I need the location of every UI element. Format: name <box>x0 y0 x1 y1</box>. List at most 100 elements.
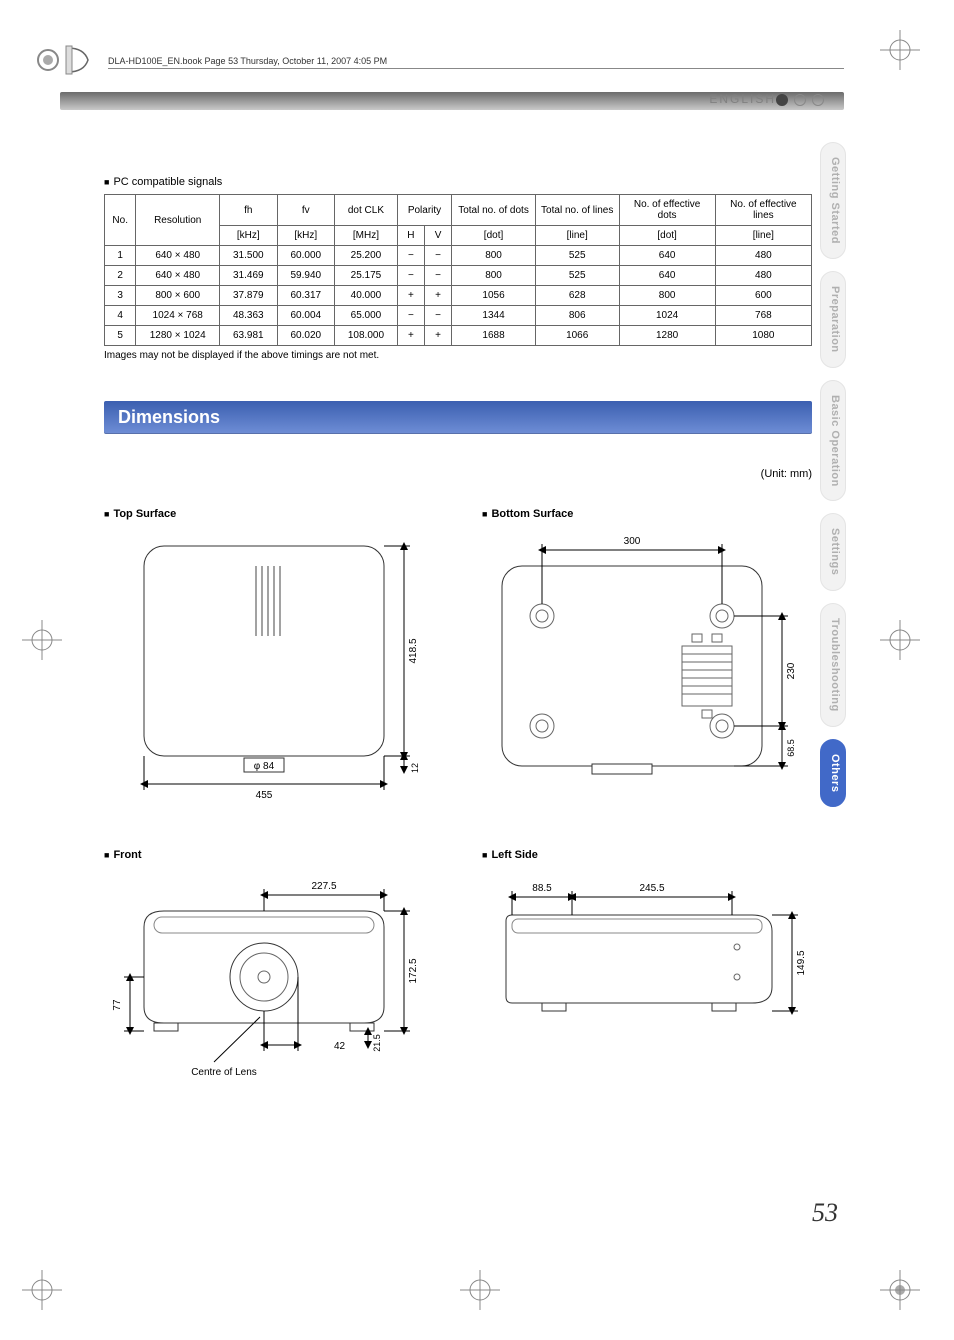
col-fv: fv <box>277 195 335 226</box>
table-row: 2640 × 48031.46959.94025.175−−8005256404… <box>105 266 812 286</box>
col-total-dots-unit: [dot] <box>452 226 536 246</box>
page-number: 53 <box>812 1198 838 1228</box>
col-eff-dots: No. of effective dots <box>619 195 715 226</box>
table-cell: 1688 <box>452 326 536 346</box>
table-cell: 640 <box>619 246 715 266</box>
table-cell: 800 <box>452 246 536 266</box>
svg-text:21.5: 21.5 <box>372 1034 382 1052</box>
table-row: 41024 × 76848.36360.00465.000−−134480610… <box>105 306 812 326</box>
crosshair-icon <box>22 620 62 660</box>
tab-troubleshooting[interactable]: Troubleshooting <box>820 603 846 727</box>
col-resolution: Resolution <box>136 195 220 246</box>
table-cell: 1344 <box>452 306 536 326</box>
table-cell: 60.004 <box>277 306 335 326</box>
col-total-lines-unit: [line] <box>535 226 619 246</box>
bottom-surface-block: Bottom Surface <box>482 508 812 809</box>
table-cell: 108.000 <box>335 326 398 346</box>
side-tabs: Getting Started Preparation Basic Operat… <box>820 142 846 807</box>
crosshair-icon <box>880 1270 920 1310</box>
tab-others[interactable]: Others <box>820 739 846 807</box>
table-cell: + <box>397 326 424 346</box>
front-block: Front 227.5 <box>104 849 434 1090</box>
table-cell: 5 <box>105 326 136 346</box>
table-cell: 640 × 480 <box>136 246 220 266</box>
table-cell: 63.981 <box>220 326 278 346</box>
table-cell: − <box>425 246 452 266</box>
table-cell: 640 × 480 <box>136 266 220 286</box>
table-cell: 1280 <box>619 326 715 346</box>
signals-table: No. Resolution fh fv dot CLK Polarity To… <box>104 194 812 346</box>
bottom-surface-label: Bottom Surface <box>482 508 812 520</box>
front-diagram: 227.5 172.5 77 42 <box>104 867 434 1087</box>
header-rule <box>108 68 844 69</box>
svg-text:418.5: 418.5 <box>408 638 419 663</box>
col-eff-lines: No. of effective lines <box>715 195 811 226</box>
table-cell: 480 <box>715 266 811 286</box>
table-cell: 768 <box>715 306 811 326</box>
col-fv-unit: [kHz] <box>277 226 335 246</box>
table-cell: 59.940 <box>277 266 335 286</box>
svg-text:227.5: 227.5 <box>311 881 336 892</box>
table-cell: 800 × 600 <box>136 286 220 306</box>
table-cell: 800 <box>452 266 536 286</box>
table-cell: 3 <box>105 286 136 306</box>
col-pol-h: H <box>397 226 424 246</box>
table-cell: 525 <box>535 266 619 286</box>
tab-preparation[interactable]: Preparation <box>820 271 846 368</box>
table-cell: 1280 × 1024 <box>136 326 220 346</box>
table-cell: 806 <box>535 306 619 326</box>
table-cell: 1 <box>105 246 136 266</box>
col-fh: fh <box>220 195 278 226</box>
tab-settings[interactable]: Settings <box>820 513 846 590</box>
table-cell: 1024 <box>619 306 715 326</box>
table-row: 1640 × 48031.50060.00025.200−−8005256404… <box>105 246 812 266</box>
table-cell: + <box>425 286 452 306</box>
crosshair-icon <box>880 30 920 70</box>
col-eff-dots-unit: [dot] <box>619 226 715 246</box>
table-cell: 40.000 <box>335 286 398 306</box>
table-cell: 25.175 <box>335 266 398 286</box>
col-total-lines: Total no. of lines <box>535 195 619 226</box>
left-side-diagram: 88.5 245.5 149.5 <box>482 867 822 1047</box>
col-dotclk: dot CLK <box>335 195 398 226</box>
table-cell: 1080 <box>715 326 811 346</box>
table-cell: 800 <box>619 286 715 306</box>
crosshair-icon <box>460 1270 500 1310</box>
table-cell: 37.879 <box>220 286 278 306</box>
svg-text:68.5: 68.5 <box>786 739 796 757</box>
table-cell: 480 <box>715 246 811 266</box>
tab-getting-started[interactable]: Getting Started <box>820 142 846 259</box>
table-cell: 1024 × 768 <box>136 306 220 326</box>
front-label: Front <box>104 849 434 861</box>
svg-text:φ 84: φ 84 <box>254 761 275 772</box>
top-w-label: 455 <box>256 790 273 801</box>
table-cell: 65.000 <box>335 306 398 326</box>
book-header: DLA-HD100E_EN.book Page 53 Thursday, Oct… <box>108 56 387 66</box>
table-cell: − <box>425 306 452 326</box>
lang-dot-icon <box>812 94 824 106</box>
bottom-surface-diagram: 300 230 68.5 <box>482 526 822 806</box>
tab-basic-operation[interactable]: Basic Operation <box>820 380 846 502</box>
language-label: ENGLISH <box>709 92 776 106</box>
table-cell: 60.020 <box>277 326 335 346</box>
table-cell: 4 <box>105 306 136 326</box>
table-cell: 60.000 <box>277 246 335 266</box>
table-cell: 25.200 <box>335 246 398 266</box>
dimensions-heading: Dimensions <box>104 401 812 434</box>
lang-dot-icon <box>794 94 806 106</box>
table-cell: 48.363 <box>220 306 278 326</box>
crosshair-icon <box>22 1270 62 1310</box>
table-cell: − <box>397 266 424 286</box>
table-cell: − <box>397 246 424 266</box>
table-cell: 2 <box>105 266 136 286</box>
svg-text:42: 42 <box>334 1041 346 1052</box>
lang-dot-icon <box>776 94 788 106</box>
col-dotclk-unit: [MHz] <box>335 226 398 246</box>
table-cell: 640 <box>619 266 715 286</box>
table-cell: 31.500 <box>220 246 278 266</box>
table-cell: + <box>425 326 452 346</box>
svg-text:230: 230 <box>786 662 797 679</box>
ring-binder-icon <box>36 36 100 84</box>
table-cell: 600 <box>715 286 811 306</box>
table-cell: 31.469 <box>220 266 278 286</box>
